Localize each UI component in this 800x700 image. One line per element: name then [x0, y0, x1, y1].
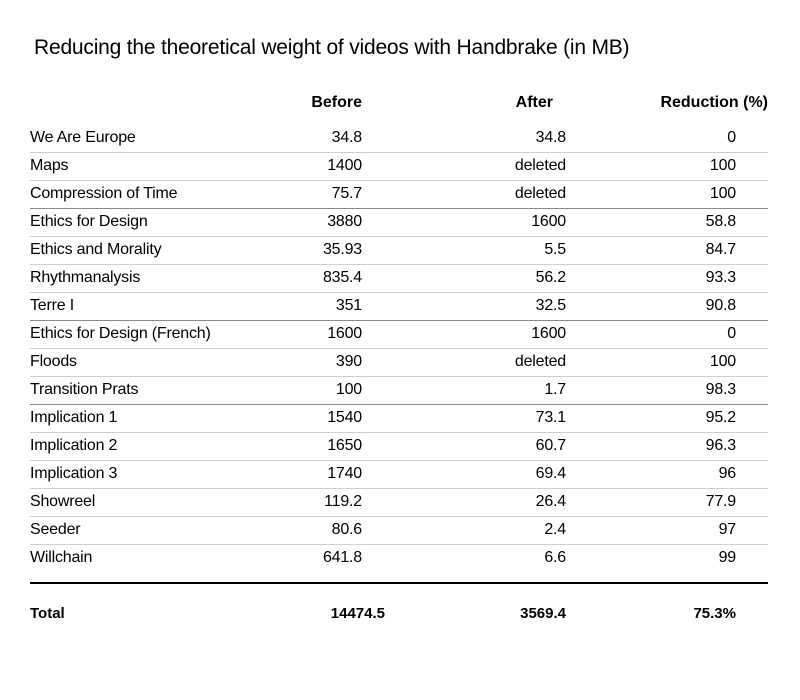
row-after-cell: 73.1	[535, 409, 567, 426]
row-before-cell: 100	[335, 381, 362, 398]
row-reduction-cell: 96	[718, 465, 737, 482]
row-after-cell: 69.4	[535, 465, 567, 482]
row-before-cell: 641.8	[322, 549, 362, 566]
row-after-cell: deleted	[514, 353, 566, 370]
row-reduction-cell: 93.3	[705, 269, 737, 286]
table-row: Terre I 351 32.5 90.8	[30, 292, 768, 321]
row-reduction-cell: 100	[709, 353, 736, 370]
column-header-before: Before	[311, 94, 362, 111]
row-before-cell: 351	[335, 297, 362, 314]
row-after-cell: 1600	[531, 325, 566, 342]
row-before-cell: 35.93	[322, 241, 362, 258]
total-divider	[30, 582, 768, 584]
row-reduction-cell: 77.9	[705, 493, 737, 510]
row-after-cell: 32.5	[535, 297, 567, 314]
row-name-cell: Implication 3	[30, 465, 118, 482]
row-after-cell: deleted	[514, 157, 566, 174]
row-before-cell: 75.7	[331, 185, 363, 202]
table-row: Implication 3 1740 69.4 96	[30, 460, 768, 489]
row-name-cell: Ethics for Design (French)	[30, 325, 211, 342]
row-reduction-cell: 0	[727, 129, 736, 146]
row-before-cell: 1650	[327, 437, 362, 454]
row-after-cell: 34.8	[535, 129, 567, 146]
row-after-cell: 56.2	[535, 269, 567, 286]
row-reduction-cell: 97	[718, 521, 737, 538]
table-row: Compression of Time 75.7 deleted 100	[30, 180, 768, 209]
row-after-cell: 60.7	[535, 437, 567, 454]
total-label: Total	[30, 605, 65, 622]
row-before-cell: 80.6	[331, 521, 363, 538]
row-name-cell: Implication 1	[30, 409, 118, 426]
row-after-cell: 5.5	[544, 241, 566, 258]
row-before-cell: 390	[335, 353, 362, 370]
row-reduction-cell: 96.3	[705, 437, 737, 454]
row-before-cell: 34.8	[331, 129, 363, 146]
table-row: Implication 1 1540 73.1 95.2	[30, 404, 768, 433]
row-name-cell: Showreel	[30, 493, 96, 510]
row-after-cell: deleted	[514, 185, 566, 202]
table-row: Maps 1400 deleted 100	[30, 152, 768, 181]
row-name-cell: We Are Europe	[30, 129, 136, 146]
row-before-cell: 1740	[327, 465, 362, 482]
total-row: Total 14474.5 3569.4 75.3%	[30, 604, 768, 626]
column-header-after: After	[515, 94, 553, 111]
total-before: 14474.5	[330, 605, 385, 622]
row-name-cell: Transition Prats	[30, 381, 139, 398]
table-row: Floods 390 deleted 100	[30, 348, 768, 377]
row-name-cell: Willchain	[30, 549, 93, 566]
row-name-cell: Ethics and Morality	[30, 241, 162, 258]
table-row: Ethics for Design 3880 1600 58.8	[30, 208, 768, 237]
table-row: Ethics for Design (French) 1600 1600 0	[30, 320, 768, 349]
row-reduction-cell: 100	[709, 185, 736, 202]
table-row: Seeder 80.6 2.4 97	[30, 516, 768, 545]
row-after-cell: 2.4	[544, 521, 566, 538]
row-reduction-cell: 95.2	[705, 409, 737, 426]
row-name-cell: Maps	[30, 157, 69, 174]
total-after: 3569.4	[520, 605, 566, 622]
row-after-cell: 26.4	[535, 493, 567, 510]
row-reduction-cell: 58.8	[705, 213, 737, 230]
row-before-cell: 1600	[327, 325, 362, 342]
row-before-cell: 119.2	[324, 493, 362, 510]
row-after-cell: 6.6	[544, 549, 566, 566]
row-reduction-cell: 99	[718, 549, 737, 566]
table-row: Implication 2 1650 60.7 96.3	[30, 432, 768, 461]
row-reduction-cell: 84.7	[705, 241, 737, 258]
row-before-cell: 1540	[327, 409, 362, 426]
table-row: We Are Europe 34.8 34.8 0	[30, 124, 768, 153]
row-name-cell: Compression of Time	[30, 185, 178, 202]
table-row: Rhythmanalysis 835.4 56.2 93.3	[30, 264, 768, 293]
row-name-cell: Implication 2	[30, 437, 118, 454]
row-after-cell: 1.7	[544, 381, 566, 398]
column-header-reduction: Reduction (%)	[660, 94, 768, 111]
row-name-cell: Rhythmanalysis	[30, 269, 141, 286]
row-before-cell: 835.4	[322, 269, 362, 286]
row-before-cell: 1400	[327, 157, 362, 174]
table-row: Ethics and Morality 35.93 5.5 84.7	[30, 236, 768, 265]
row-reduction-cell: 98.3	[705, 381, 737, 398]
total-reduction: 75.3%	[693, 605, 736, 622]
row-after-cell: 1600	[531, 213, 566, 230]
row-name-cell: Seeder	[30, 521, 81, 538]
row-name-cell: Ethics for Design	[30, 213, 148, 230]
row-reduction-cell: 0	[727, 325, 736, 342]
row-reduction-cell: 90.8	[705, 297, 737, 314]
row-name-cell: Terre I	[30, 297, 74, 314]
table-row: Showreel 119.2 26.4 77.9	[30, 488, 768, 517]
chart-title: Reducing the theoretical weight of video…	[34, 36, 630, 59]
row-before-cell: 3880	[327, 213, 362, 230]
row-name-cell: Floods	[30, 353, 77, 370]
row-reduction-cell: 100	[709, 157, 736, 174]
table-row: Transition Prats 100 1.7 98.3	[30, 376, 768, 405]
table-row: Willchain 641.8 6.6 99	[30, 544, 768, 572]
